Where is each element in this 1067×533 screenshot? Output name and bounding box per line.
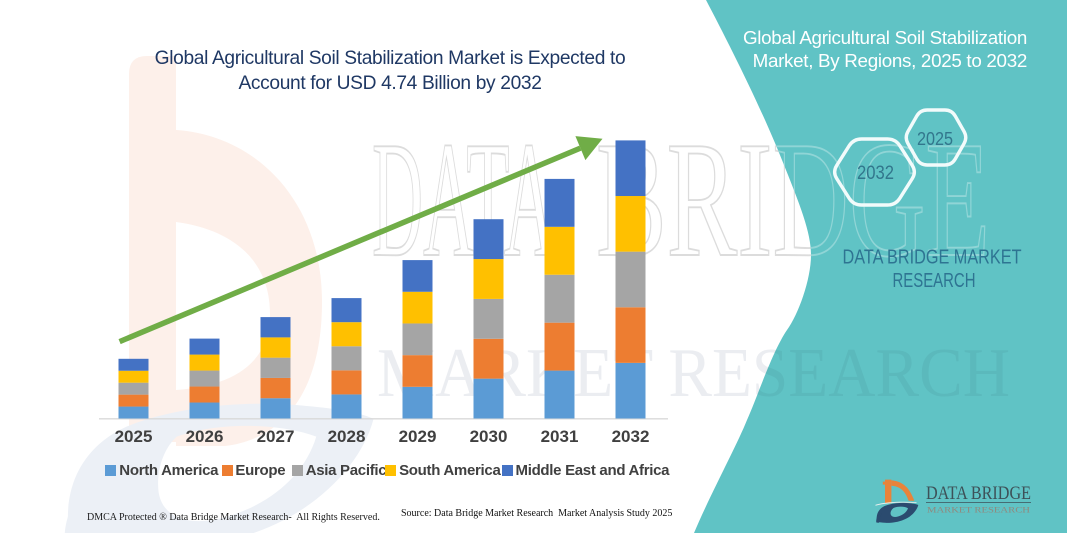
svg-text:RESEARCH: RESEARCH — [893, 270, 976, 292]
svg-text:2025: 2025 — [917, 128, 953, 149]
svg-text:MARKET RESEARCH: MARKET RESEARCH — [927, 506, 1030, 515]
svg-text:DATA BRIDGE: DATA BRIDGE — [926, 483, 1031, 504]
svg-text:DATA BRIDGE MARKET: DATA BRIDGE MARKET — [843, 247, 1022, 269]
svg-text:2032: 2032 — [857, 163, 894, 184]
